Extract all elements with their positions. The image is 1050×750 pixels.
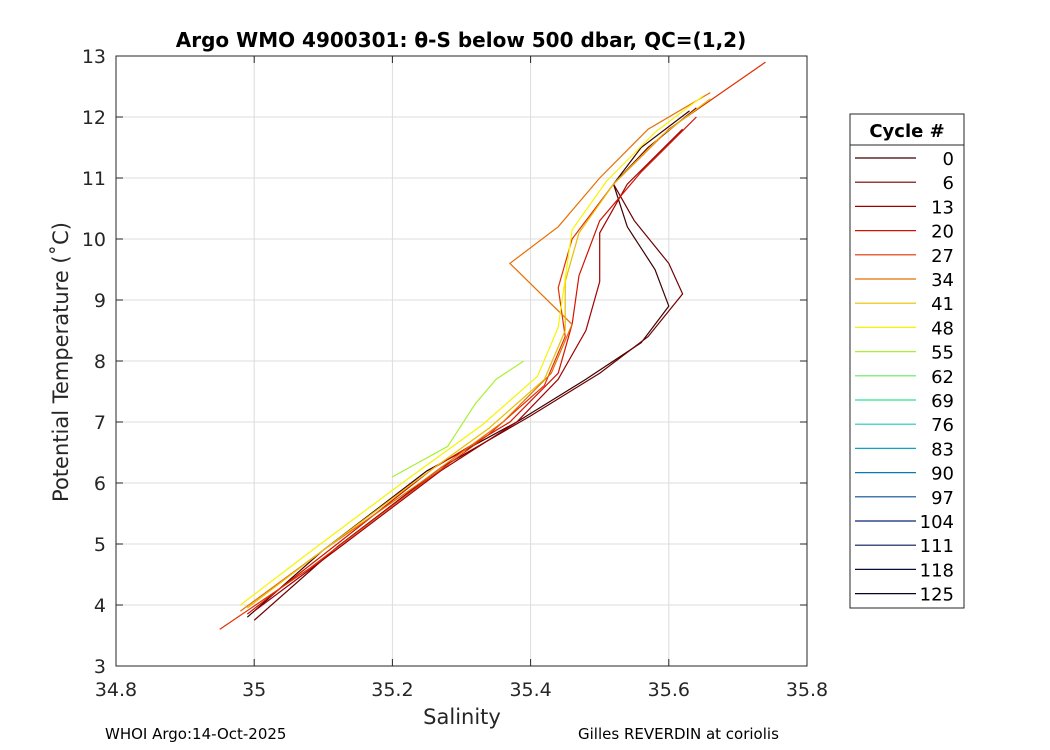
- chart-title: Argo WMO 4900301: θ-S below 500 dbar, QC…: [176, 28, 746, 52]
- x-tick-label: 35.2: [371, 679, 413, 701]
- x-tick-label: 35.8: [786, 679, 828, 701]
- legend-label-76: 76: [931, 415, 954, 436]
- series-line-cycle-13: [253, 128, 684, 612]
- legend-label-41: 41: [931, 294, 954, 315]
- legend-label-13: 13: [931, 197, 954, 218]
- legend-label-111: 111: [920, 536, 954, 557]
- y-tick-label: 9: [94, 290, 106, 312]
- series-line-cycle-34: [240, 92, 711, 612]
- y-tick-label: 5: [94, 534, 106, 556]
- y-tick-label: 11: [82, 168, 106, 190]
- legend-box: [849, 113, 965, 609]
- legend[interactable]: Cycle # 0 6 13 20 27 34 41 48 55 62 69 76 83 90 97 104 11…: [849, 113, 965, 609]
- legend-label-55: 55: [931, 343, 954, 364]
- legend-label-125: 125: [920, 585, 954, 606]
- legend-label-48: 48: [931, 318, 954, 339]
- legend-label-20: 20: [931, 222, 954, 243]
- series-line-cycle-0: [246, 110, 690, 618]
- x-tick-label: 34.8: [95, 679, 137, 701]
- x-axis-ticks: 34.8 35 35.2 35.4 35.6 35.8: [95, 56, 828, 701]
- y-axis-label: Potential Temperature (˚C): [49, 222, 73, 502]
- y-tick-label: 8: [94, 351, 106, 373]
- series-line-cycle-48: [240, 95, 704, 606]
- legend-title: Cycle #: [869, 121, 944, 142]
- plot-lines: [219, 61, 766, 630]
- legend-label-118: 118: [920, 560, 954, 581]
- x-tick-label: 35.4: [509, 679, 551, 701]
- series-line-cycle-41: [246, 98, 711, 609]
- legend-label-34: 34: [931, 270, 954, 291]
- series-line-cycle-20: [246, 116, 697, 615]
- y-tick-label: 3: [94, 656, 106, 678]
- legend-label-104: 104: [920, 512, 954, 533]
- y-axis-ticks: 3 4 5 6 7 8 9 10 11 12 13: [82, 46, 807, 678]
- x-tick-label: 35.6: [648, 679, 690, 701]
- y-tick-label: 12: [82, 107, 106, 129]
- legend-label-6: 6: [943, 173, 954, 194]
- x-tick-label: 35: [242, 679, 266, 701]
- x-axis-label: Salinity: [423, 705, 501, 729]
- y-tick-label: 6: [94, 473, 106, 495]
- y-tick-label: 13: [82, 46, 106, 68]
- footer-left: WHOI Argo:14-Oct-2025: [105, 725, 287, 743]
- footer-right: Gilles REVERDIN at coriolis: [578, 725, 779, 743]
- legend-label-62: 62: [931, 367, 954, 388]
- legend-label-69: 69: [931, 391, 954, 412]
- y-tick-label: 10: [82, 229, 106, 251]
- legend-label-83: 83: [931, 439, 954, 460]
- series-line-cycle-55: [392, 360, 525, 478]
- legend-label-0: 0: [943, 149, 954, 170]
- legend-label-27: 27: [931, 246, 954, 267]
- y-tick-label: 7: [94, 412, 106, 434]
- y-tick-label: 4: [94, 595, 106, 617]
- legend-label-90: 90: [931, 464, 954, 485]
- legend-label-97: 97: [931, 488, 954, 509]
- grid: [116, 56, 807, 666]
